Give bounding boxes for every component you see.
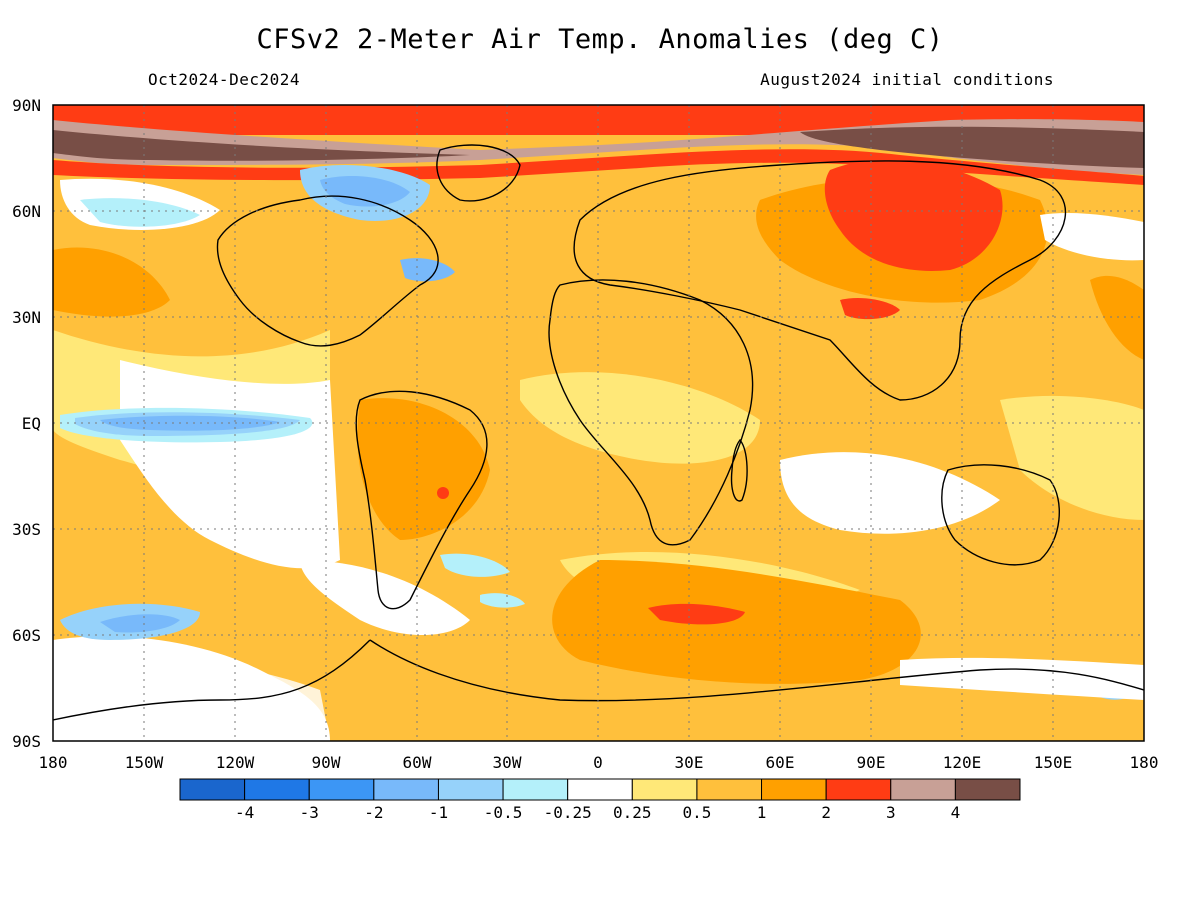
region-north-pacific-warm	[53, 247, 170, 317]
north-america-outline	[216, 195, 439, 347]
colorbar-label: 0.25	[613, 803, 652, 822]
arctic-extreme-east	[800, 126, 1144, 168]
colorbar-label: 1	[757, 803, 767, 822]
forecast-period: Oct2024-Dec2024	[148, 70, 300, 89]
region-southern-ocean-warm	[552, 560, 921, 684]
colorbar-swatch	[502, 778, 569, 801]
lon-tick-label: 30E	[675, 753, 704, 772]
antarctica-west-outline	[53, 639, 371, 721]
lat-tick-label: 90S	[12, 732, 41, 751]
colorbar-swatch	[761, 778, 827, 801]
lon-tick-label: 30W	[493, 753, 522, 772]
colorbar-swatch	[179, 778, 246, 801]
lon-tick-label: 150W	[125, 753, 164, 772]
colorbar-swatch	[244, 778, 310, 801]
coastlines	[53, 144, 1144, 721]
lat-tick-label: EQ	[22, 414, 41, 433]
region-west-pacific-light	[1000, 395, 1144, 520]
anomaly-field	[53, 105, 1144, 741]
colorbar-label: 0.5	[682, 803, 711, 822]
region-south-atlantic-cool	[440, 553, 510, 577]
lat-tick-label: 60S	[12, 626, 41, 645]
colorbar-swatch	[890, 778, 956, 801]
colorbar: -4 -3 -2 -1 -0.5 -0.25 0.25 0.5 1 2 3 4	[179, 778, 1021, 822]
lon-tick-label: 150E	[1034, 753, 1073, 772]
region-antarctic-east-neutral	[900, 657, 1144, 700]
map-title: CFSv2 2-Meter Air Temp. Anomalies (deg C…	[256, 24, 944, 55]
region-south-atlantic-cool-2	[480, 593, 525, 608]
lat-tick-label: 60N	[12, 202, 41, 221]
antarctica-outline	[369, 639, 1144, 702]
lon-tick-label: 60W	[403, 753, 432, 772]
colorbar-label: 4	[951, 803, 961, 822]
colorbar-swatch	[825, 778, 892, 801]
lat-tick-label: 30S	[12, 520, 41, 539]
region-northwest-pacific-warm	[1090, 275, 1144, 360]
graticule	[53, 105, 1144, 741]
region-indian-neutral	[780, 452, 1000, 534]
colorbar-label: -0.25	[544, 803, 592, 822]
region-south-indian-hot	[648, 603, 745, 625]
region-alaska-cool	[80, 198, 200, 227]
greenland-outline	[436, 144, 521, 202]
colorbar-label: -2	[364, 803, 383, 822]
region-siberia-hot	[824, 159, 1003, 271]
region-africa-light	[520, 372, 760, 464]
lon-tick-label: 0	[593, 753, 603, 772]
colorbar-label: -3	[300, 803, 319, 822]
map-frame	[52, 104, 1145, 742]
lon-tick-label: 120E	[943, 753, 982, 772]
eurasia-outline	[573, 160, 1067, 401]
initial-conditions: August2024 initial conditions	[760, 70, 1054, 89]
colorbar-label: 3	[886, 803, 896, 822]
lon-tick-label: 180	[39, 753, 68, 772]
colorbar-swatch	[308, 778, 375, 801]
region-tibet-hot	[840, 298, 900, 320]
lon-tick-label: 90E	[857, 753, 886, 772]
region-brazil-hot	[437, 487, 449, 499]
colorbar-swatch	[954, 778, 1021, 801]
lon-axis: 180 150W 120W 90W 60W 30W 0 30E 60E 90E …	[39, 753, 1159, 772]
lon-tick-label: 120W	[216, 753, 255, 772]
colorbar-swatch	[373, 778, 439, 801]
madagascar-outline	[730, 438, 748, 502]
colorbar-swatch	[631, 778, 698, 801]
lat-axis: 90N 60N 30N EQ 30S 60S 90S	[12, 96, 41, 751]
region-labrador-cool	[400, 258, 455, 282]
lat-tick-label: 90N	[12, 96, 41, 115]
australia-outline	[941, 464, 1060, 566]
region-south-pacific-cool-strong	[100, 614, 180, 633]
colorbar-swatch	[696, 778, 763, 801]
region-antarctic-pacific-neutral	[53, 656, 330, 741]
colorbar-label: -1	[429, 803, 448, 822]
arctic-extreme-west	[53, 130, 470, 161]
region-canada-cool-strong	[320, 176, 410, 207]
region-south-atlantic-neutral	[300, 560, 470, 635]
south-america-outline	[355, 390, 488, 610]
region-kamchatka-neutral	[1040, 212, 1144, 261]
lat-tick-label: 30N	[12, 308, 41, 327]
colorbar-swatch	[437, 778, 504, 801]
region-enso-cool-strong	[100, 415, 280, 431]
lon-tick-label: 180	[1130, 753, 1159, 772]
colorbar-label: -4	[235, 803, 254, 822]
colorbar-label: -0.5	[484, 803, 523, 822]
lon-tick-label: 90W	[312, 753, 341, 772]
lon-tick-label: 60E	[766, 753, 795, 772]
colorbar-label: 2	[821, 803, 831, 822]
region-south-america-warm	[357, 398, 490, 540]
colorbar-swatch	[567, 778, 633, 801]
